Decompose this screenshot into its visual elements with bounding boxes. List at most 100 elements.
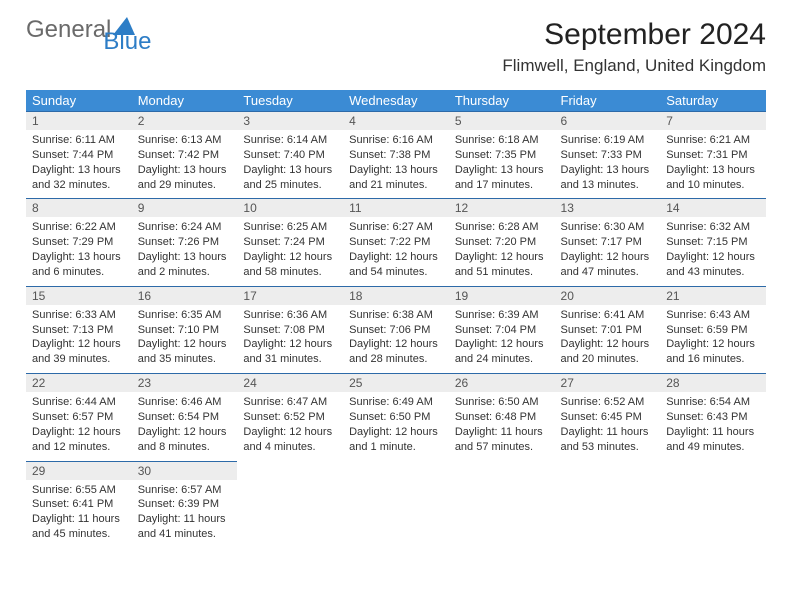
day-number: 30 <box>132 461 238 480</box>
day-cell: Sunrise: 6:50 AMSunset: 6:48 PMDaylight:… <box>449 392 555 461</box>
daylight-text: Daylight: 13 hours <box>561 163 655 178</box>
day-cell: Sunrise: 6:22 AMSunset: 7:29 PMDaylight:… <box>26 217 132 286</box>
sunrise-text: Sunrise: 6:24 AM <box>138 220 232 235</box>
daylight-text: and 35 minutes. <box>138 352 232 367</box>
daylight-text: Daylight: 13 hours <box>455 163 549 178</box>
sunrise-text: Sunrise: 6:57 AM <box>138 483 232 498</box>
day-cell: Sunrise: 6:41 AMSunset: 7:01 PMDaylight:… <box>555 305 661 374</box>
daylight-text: and 12 minutes. <box>32 440 126 455</box>
title-block: September 2024 Flimwell, England, United… <box>502 18 766 76</box>
sunset-text: Sunset: 7:10 PM <box>138 323 232 338</box>
sunrise-text: Sunrise: 6:30 AM <box>561 220 655 235</box>
daylight-text: and 49 minutes. <box>666 440 760 455</box>
daylight-text: and 32 minutes. <box>32 178 126 193</box>
day-number: 5 <box>449 112 555 131</box>
daylight-text: and 25 minutes. <box>243 178 337 193</box>
daylight-text: Daylight: 12 hours <box>243 425 337 440</box>
sunrise-text: Sunrise: 6:43 AM <box>666 308 760 323</box>
sunrise-text: Sunrise: 6:49 AM <box>349 395 443 410</box>
daylight-text: and 16 minutes. <box>666 352 760 367</box>
daylight-text: Daylight: 13 hours <box>32 250 126 265</box>
day-number: 27 <box>555 374 661 393</box>
day-cell <box>237 480 343 548</box>
sunrise-text: Sunrise: 6:14 AM <box>243 133 337 148</box>
day-number: 13 <box>555 199 661 218</box>
daylight-text: and 13 minutes. <box>561 178 655 193</box>
page-title: September 2024 <box>502 18 766 52</box>
sunset-text: Sunset: 6:57 PM <box>32 410 126 425</box>
day-number: 1 <box>26 112 132 131</box>
daylight-text: and 6 minutes. <box>32 265 126 280</box>
daylight-text: Daylight: 12 hours <box>138 337 232 352</box>
sunset-text: Sunset: 6:54 PM <box>138 410 232 425</box>
daylight-text: and 2 minutes. <box>138 265 232 280</box>
day-cell <box>555 480 661 548</box>
daylight-text: and 51 minutes. <box>455 265 549 280</box>
day-cell: Sunrise: 6:49 AMSunset: 6:50 PMDaylight:… <box>343 392 449 461</box>
day-content-row: Sunrise: 6:33 AMSunset: 7:13 PMDaylight:… <box>26 305 766 374</box>
daylight-text: and 4 minutes. <box>243 440 337 455</box>
sunset-text: Sunset: 6:52 PM <box>243 410 337 425</box>
location-text: Flimwell, England, United Kingdom <box>502 56 766 76</box>
day-number <box>449 461 555 480</box>
day-number-row: 15161718192021 <box>26 286 766 305</box>
daylight-text: Daylight: 13 hours <box>138 163 232 178</box>
day-number: 12 <box>449 199 555 218</box>
day-number: 29 <box>26 461 132 480</box>
day-number: 6 <box>555 112 661 131</box>
sunset-text: Sunset: 6:45 PM <box>561 410 655 425</box>
day-number: 2 <box>132 112 238 131</box>
day-cell <box>660 480 766 548</box>
sunrise-text: Sunrise: 6:11 AM <box>32 133 126 148</box>
daylight-text: Daylight: 12 hours <box>561 337 655 352</box>
sunset-text: Sunset: 7:33 PM <box>561 148 655 163</box>
day-number: 28 <box>660 374 766 393</box>
daylight-text: Daylight: 13 hours <box>349 163 443 178</box>
day-number: 10 <box>237 199 343 218</box>
daylight-text: Daylight: 12 hours <box>349 337 443 352</box>
calendar-grid: Sunday Monday Tuesday Wednesday Thursday… <box>26 90 766 548</box>
daylight-text: Daylight: 12 hours <box>455 250 549 265</box>
day-cell: Sunrise: 6:19 AMSunset: 7:33 PMDaylight:… <box>555 130 661 199</box>
daylight-text: and 8 minutes. <box>138 440 232 455</box>
sunrise-text: Sunrise: 6:22 AM <box>32 220 126 235</box>
day-cell: Sunrise: 6:55 AMSunset: 6:41 PMDaylight:… <box>26 480 132 548</box>
day-cell: Sunrise: 6:39 AMSunset: 7:04 PMDaylight:… <box>449 305 555 374</box>
sunrise-text: Sunrise: 6:13 AM <box>138 133 232 148</box>
sunrise-text: Sunrise: 6:50 AM <box>455 395 549 410</box>
logo-text-blue: Blue <box>103 30 151 54</box>
day-cell: Sunrise: 6:24 AMSunset: 7:26 PMDaylight:… <box>132 217 238 286</box>
sunset-text: Sunset: 7:22 PM <box>349 235 443 250</box>
day-number: 9 <box>132 199 238 218</box>
daylight-text: Daylight: 12 hours <box>243 337 337 352</box>
daylight-text: Daylight: 12 hours <box>666 250 760 265</box>
sunrise-text: Sunrise: 6:47 AM <box>243 395 337 410</box>
day-cell: Sunrise: 6:46 AMSunset: 6:54 PMDaylight:… <box>132 392 238 461</box>
day-number: 15 <box>26 286 132 305</box>
sunset-text: Sunset: 7:24 PM <box>243 235 337 250</box>
daylight-text: and 21 minutes. <box>349 178 443 193</box>
day-number: 3 <box>237 112 343 131</box>
day-header: Wednesday <box>343 90 449 112</box>
sunset-text: Sunset: 7:44 PM <box>32 148 126 163</box>
sunrise-text: Sunrise: 6:28 AM <box>455 220 549 235</box>
sunset-text: Sunset: 6:39 PM <box>138 497 232 512</box>
daylight-text: Daylight: 12 hours <box>561 250 655 265</box>
daylight-text: Daylight: 11 hours <box>561 425 655 440</box>
sunset-text: Sunset: 7:17 PM <box>561 235 655 250</box>
sunset-text: Sunset: 6:50 PM <box>349 410 443 425</box>
sunrise-text: Sunrise: 6:39 AM <box>455 308 549 323</box>
day-number: 23 <box>132 374 238 393</box>
day-cell: Sunrise: 6:47 AMSunset: 6:52 PMDaylight:… <box>237 392 343 461</box>
day-cell: Sunrise: 6:27 AMSunset: 7:22 PMDaylight:… <box>343 217 449 286</box>
day-number: 4 <box>343 112 449 131</box>
day-cell: Sunrise: 6:14 AMSunset: 7:40 PMDaylight:… <box>237 130 343 199</box>
sunrise-text: Sunrise: 6:35 AM <box>138 308 232 323</box>
sunset-text: Sunset: 7:08 PM <box>243 323 337 338</box>
day-number <box>237 461 343 480</box>
day-number: 8 <box>26 199 132 218</box>
daylight-text: and 43 minutes. <box>666 265 760 280</box>
day-number: 22 <box>26 374 132 393</box>
day-number: 17 <box>237 286 343 305</box>
day-content-row: Sunrise: 6:44 AMSunset: 6:57 PMDaylight:… <box>26 392 766 461</box>
